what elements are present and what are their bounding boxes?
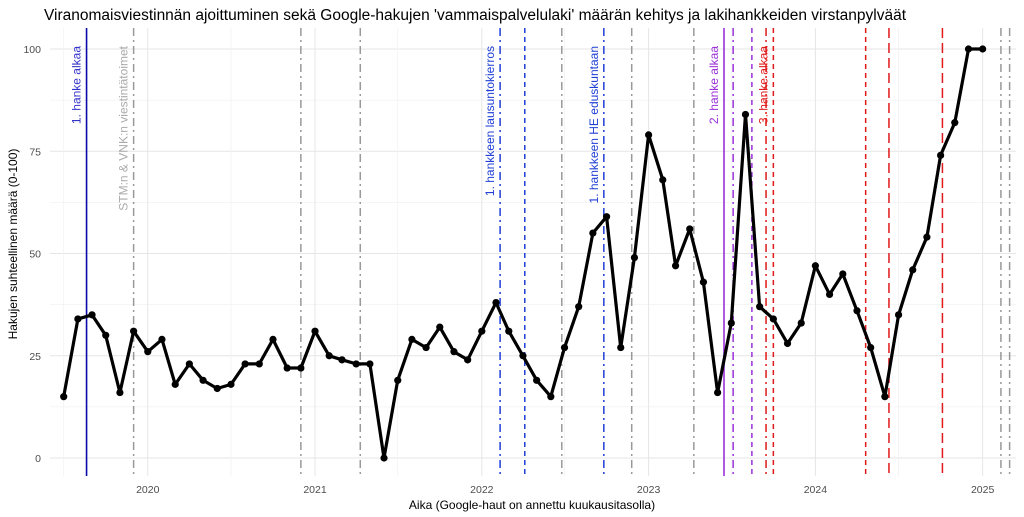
- y-tick-label: 25: [29, 351, 41, 363]
- reference-line-label: 1. hanke alkaa: [70, 46, 84, 124]
- reference-line-label: 3. hanke alkaa: [756, 46, 770, 124]
- data-point: [338, 356, 346, 364]
- data-point: [756, 303, 764, 311]
- data-point: [283, 364, 291, 372]
- grid: [50, 28, 1016, 476]
- data-point: [352, 360, 360, 368]
- reference-line-label: 1. hankkeen HE eduskuntaan: [587, 46, 601, 203]
- data-point: [492, 298, 500, 307]
- data-point: [213, 384, 221, 393]
- y-axis-label: Hakujen suhteellinen määrä (0-100): [6, 149, 20, 340]
- axes: 0 25 50 75 100 2020 2021 2022 2023 2024 2025: [23, 44, 994, 496]
- chart-title: Viranomaisviestinnän ajoittuminen sekä G…: [44, 7, 907, 24]
- x-tick-label: 2021: [303, 484, 327, 496]
- y-tick-label: 75: [29, 146, 41, 158]
- data-point: [116, 388, 124, 397]
- x-tick-label: 2024: [804, 484, 828, 496]
- data-point: [671, 262, 680, 270]
- data-point: [241, 360, 249, 368]
- data-point: [88, 311, 96, 319]
- data-point: [575, 303, 583, 311]
- data-point: [811, 262, 819, 270]
- data-point: [464, 356, 472, 364]
- data-point: [255, 360, 263, 368]
- x-tick-label: 2025: [971, 484, 995, 496]
- data-point: [533, 376, 541, 384]
- data-point: [158, 335, 166, 343]
- data-point: [909, 266, 917, 274]
- data-point: [60, 393, 68, 401]
- series-layer: [60, 45, 987, 462]
- data-point: [797, 319, 805, 327]
- data-point: [74, 315, 82, 323]
- x-axis-label: Aika (Google-haut on annettu kuukausitas…: [409, 498, 655, 512]
- x-tick-label: 2020: [136, 484, 160, 496]
- x-tick-label: 2022: [470, 484, 494, 496]
- data-point: [894, 311, 903, 319]
- data-point: [102, 331, 110, 339]
- data-point: [741, 110, 750, 119]
- data-point: [297, 364, 305, 372]
- data-point: [964, 45, 973, 53]
- data-point: [422, 343, 430, 352]
- reference-line-label: 1. hankkeen lausuntokierros: [483, 46, 497, 196]
- data-point: [311, 327, 319, 335]
- data-point: [937, 151, 945, 159]
- data-point: [867, 343, 875, 352]
- data-point: [185, 360, 193, 368]
- x-tick-label: 2023: [637, 484, 661, 496]
- data-point: [227, 380, 235, 388]
- data-point: [519, 352, 527, 360]
- data-point: [560, 343, 569, 352]
- data-point: [366, 360, 374, 368]
- data-point: [979, 45, 987, 53]
- data-point: [436, 323, 444, 331]
- data-point: [394, 376, 402, 384]
- data-point: [505, 327, 513, 335]
- data-point: [602, 213, 611, 221]
- data-point: [478, 327, 486, 335]
- reference-lines: 1. hanke alkaa STM:n & VNK:n viestintätoi…: [70, 28, 1011, 476]
- data-point: [923, 233, 931, 241]
- y-tick-label: 0: [35, 453, 41, 465]
- data-point: [881, 393, 889, 401]
- y-tick-label: 100: [23, 44, 41, 56]
- data-point: [727, 319, 735, 327]
- data-point: [783, 339, 792, 348]
- data-point: [589, 229, 597, 237]
- data-point: [325, 352, 333, 360]
- data-point: [199, 376, 207, 384]
- data-point: [450, 348, 458, 356]
- data-point: [269, 335, 277, 343]
- reference-line-label: STM:n & VNK:n viestintätoimet: [117, 45, 131, 210]
- data-point: [686, 225, 694, 233]
- data-point: [853, 307, 861, 315]
- data-point: [951, 119, 959, 127]
- reference-line-label: 2. hanke alkaa: [707, 46, 721, 124]
- y-tick-label: 50: [29, 249, 41, 261]
- data-point: [645, 131, 653, 139]
- data-point: [130, 327, 138, 335]
- data-point: [547, 393, 555, 401]
- data-point: [825, 290, 834, 298]
- data-point: [171, 380, 179, 388]
- data-point: [630, 253, 639, 262]
- data-point: [839, 270, 847, 278]
- data-point: [659, 176, 667, 184]
- data-point: [617, 343, 625, 352]
- data-point: [699, 278, 708, 286]
- data-point: [144, 348, 152, 356]
- data-point: [714, 388, 722, 397]
- data-point: [769, 315, 777, 323]
- data-point: [408, 335, 416, 343]
- data-point: [380, 454, 388, 462]
